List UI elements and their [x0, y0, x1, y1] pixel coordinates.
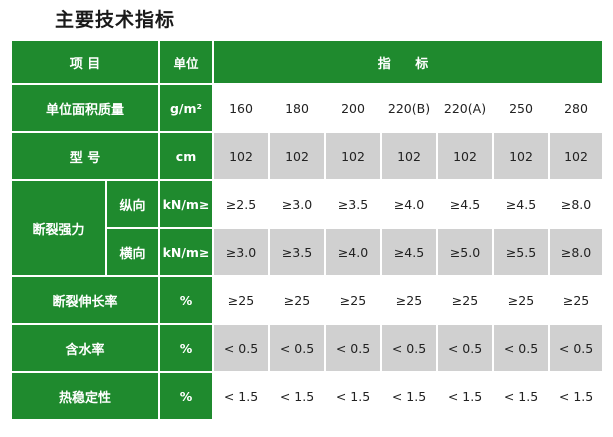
table-cell: 102	[212, 131, 270, 181]
row-unit: %	[158, 323, 214, 373]
row-unit: %	[158, 275, 214, 325]
table-cell: ≥3.5	[324, 179, 382, 229]
row-label: 含水率	[10, 323, 160, 373]
row-unit: cm	[158, 131, 214, 181]
table-cell: 160	[212, 83, 270, 133]
row-unit: g/m²	[158, 83, 214, 133]
table-cell: < 1.5	[268, 371, 326, 421]
row-sublabel: 纵向	[105, 179, 160, 229]
table-cell: ≥25	[212, 275, 270, 325]
header-item: 项 目	[10, 39, 160, 85]
table-cell: ≥25	[547, 275, 605, 325]
table-cell: ≥25	[436, 275, 494, 325]
table-cell: 102	[547, 131, 605, 181]
table-cell: < 1.5	[547, 371, 605, 421]
table-row-mass: 单位面积质量 g/m² 160 180 200 220(B) 220(A) 25…	[10, 83, 605, 133]
table-cell: 102	[268, 131, 326, 181]
table-cell: ≥5.5	[492, 227, 550, 277]
row-label: 断裂伸长率	[10, 275, 160, 325]
table-cell: ≥5.0	[436, 227, 494, 277]
spec-table: 项 目 单位 指 标 单位面积质量 g/m² 160 180 200 220(B…	[10, 39, 605, 421]
table-cell: < 0.5	[324, 323, 382, 373]
table-row-thermal: 热稳定性 % < 1.5 < 1.5 < 1.5 < 1.5 < 1.5 < 1…	[10, 371, 605, 421]
row-unit: kN/m≥	[158, 179, 214, 229]
table-cell: < 0.5	[492, 323, 550, 373]
table-row-moisture: 含水率 % < 0.5 < 0.5 < 0.5 < 0.5 < 0.5 < 0.…	[10, 323, 605, 373]
table-row-strength-transverse: 横向 kN/m≥ ≥3.0 ≥3.5 ≥4.0 ≥4.5 ≥5.0 ≥5.5 ≥…	[11, 227, 605, 277]
row-unit: kN/m≥	[158, 227, 214, 277]
table-cell: ≥25	[492, 275, 550, 325]
table-cell: ≥25	[380, 275, 438, 325]
table-cell: 102	[436, 131, 494, 181]
table-cell: 102	[324, 131, 382, 181]
table-cell: ≥4.0	[380, 179, 438, 229]
table-cell: 220(B)	[380, 83, 438, 133]
table-cell: 180	[268, 83, 326, 133]
table-cell: ≥8.0	[547, 179, 605, 229]
table-cell: ≥4.0	[324, 227, 382, 277]
table-cell: < 1.5	[324, 371, 382, 421]
table-cell: 280	[547, 83, 605, 133]
table-cell: ≥4.5	[436, 179, 494, 229]
table-cell: ≥4.5	[380, 227, 438, 277]
header-unit: 单位	[158, 39, 214, 85]
row-label-strength: 断裂强力	[10, 179, 107, 277]
row-sublabel: 横向	[105, 227, 160, 277]
table-cell: < 0.5	[380, 323, 438, 373]
table-cell: ≥4.5	[492, 179, 550, 229]
table-cell: ≥25	[324, 275, 382, 325]
table-cell: ≥3.0	[212, 227, 270, 277]
table-cell: 250	[492, 83, 550, 133]
table-cell: ≥25	[268, 275, 326, 325]
table-cell: ≥2.5	[212, 179, 270, 229]
table-cell: ≥8.0	[547, 227, 605, 277]
row-label: 单位面积质量	[10, 83, 160, 133]
table-cell: 102	[492, 131, 550, 181]
table-cell: < 0.5	[547, 323, 605, 373]
table-cell: ≥3.5	[268, 227, 326, 277]
table-cell: 200	[324, 83, 382, 133]
header-index: 指 标	[211, 39, 605, 85]
table-cell: 220(A)	[436, 83, 494, 133]
table-cell: < 0.5	[212, 323, 270, 373]
table-row-elongation: 断裂伸长率 % ≥25 ≥25 ≥25 ≥25 ≥25 ≥25 ≥25	[10, 275, 605, 325]
table-cell: < 1.5	[212, 371, 270, 421]
table-cell: < 1.5	[492, 371, 550, 421]
table-cell: < 1.5	[436, 371, 494, 421]
table-cell: 102	[380, 131, 438, 181]
row-unit: %	[158, 371, 214, 421]
table-row-model: 型 号 cm 102 102 102 102 102 102 102	[10, 131, 605, 181]
table-cell: < 0.5	[436, 323, 494, 373]
row-label: 型 号	[10, 131, 160, 181]
header-row: 项 目 单位 指 标	[10, 39, 605, 85]
row-label: 热稳定性	[10, 371, 160, 421]
table-cell: < 1.5	[380, 371, 438, 421]
table-cell: ≥3.0	[268, 179, 326, 229]
table-cell: < 0.5	[268, 323, 326, 373]
page-title: 主要技术指标	[55, 9, 176, 31]
table-row-strength-longitudinal: 断裂强力 纵向 kN/m≥ ≥2.5 ≥3.0 ≥3.5 ≥4.0 ≥4.5 ≥…	[10, 179, 605, 277]
